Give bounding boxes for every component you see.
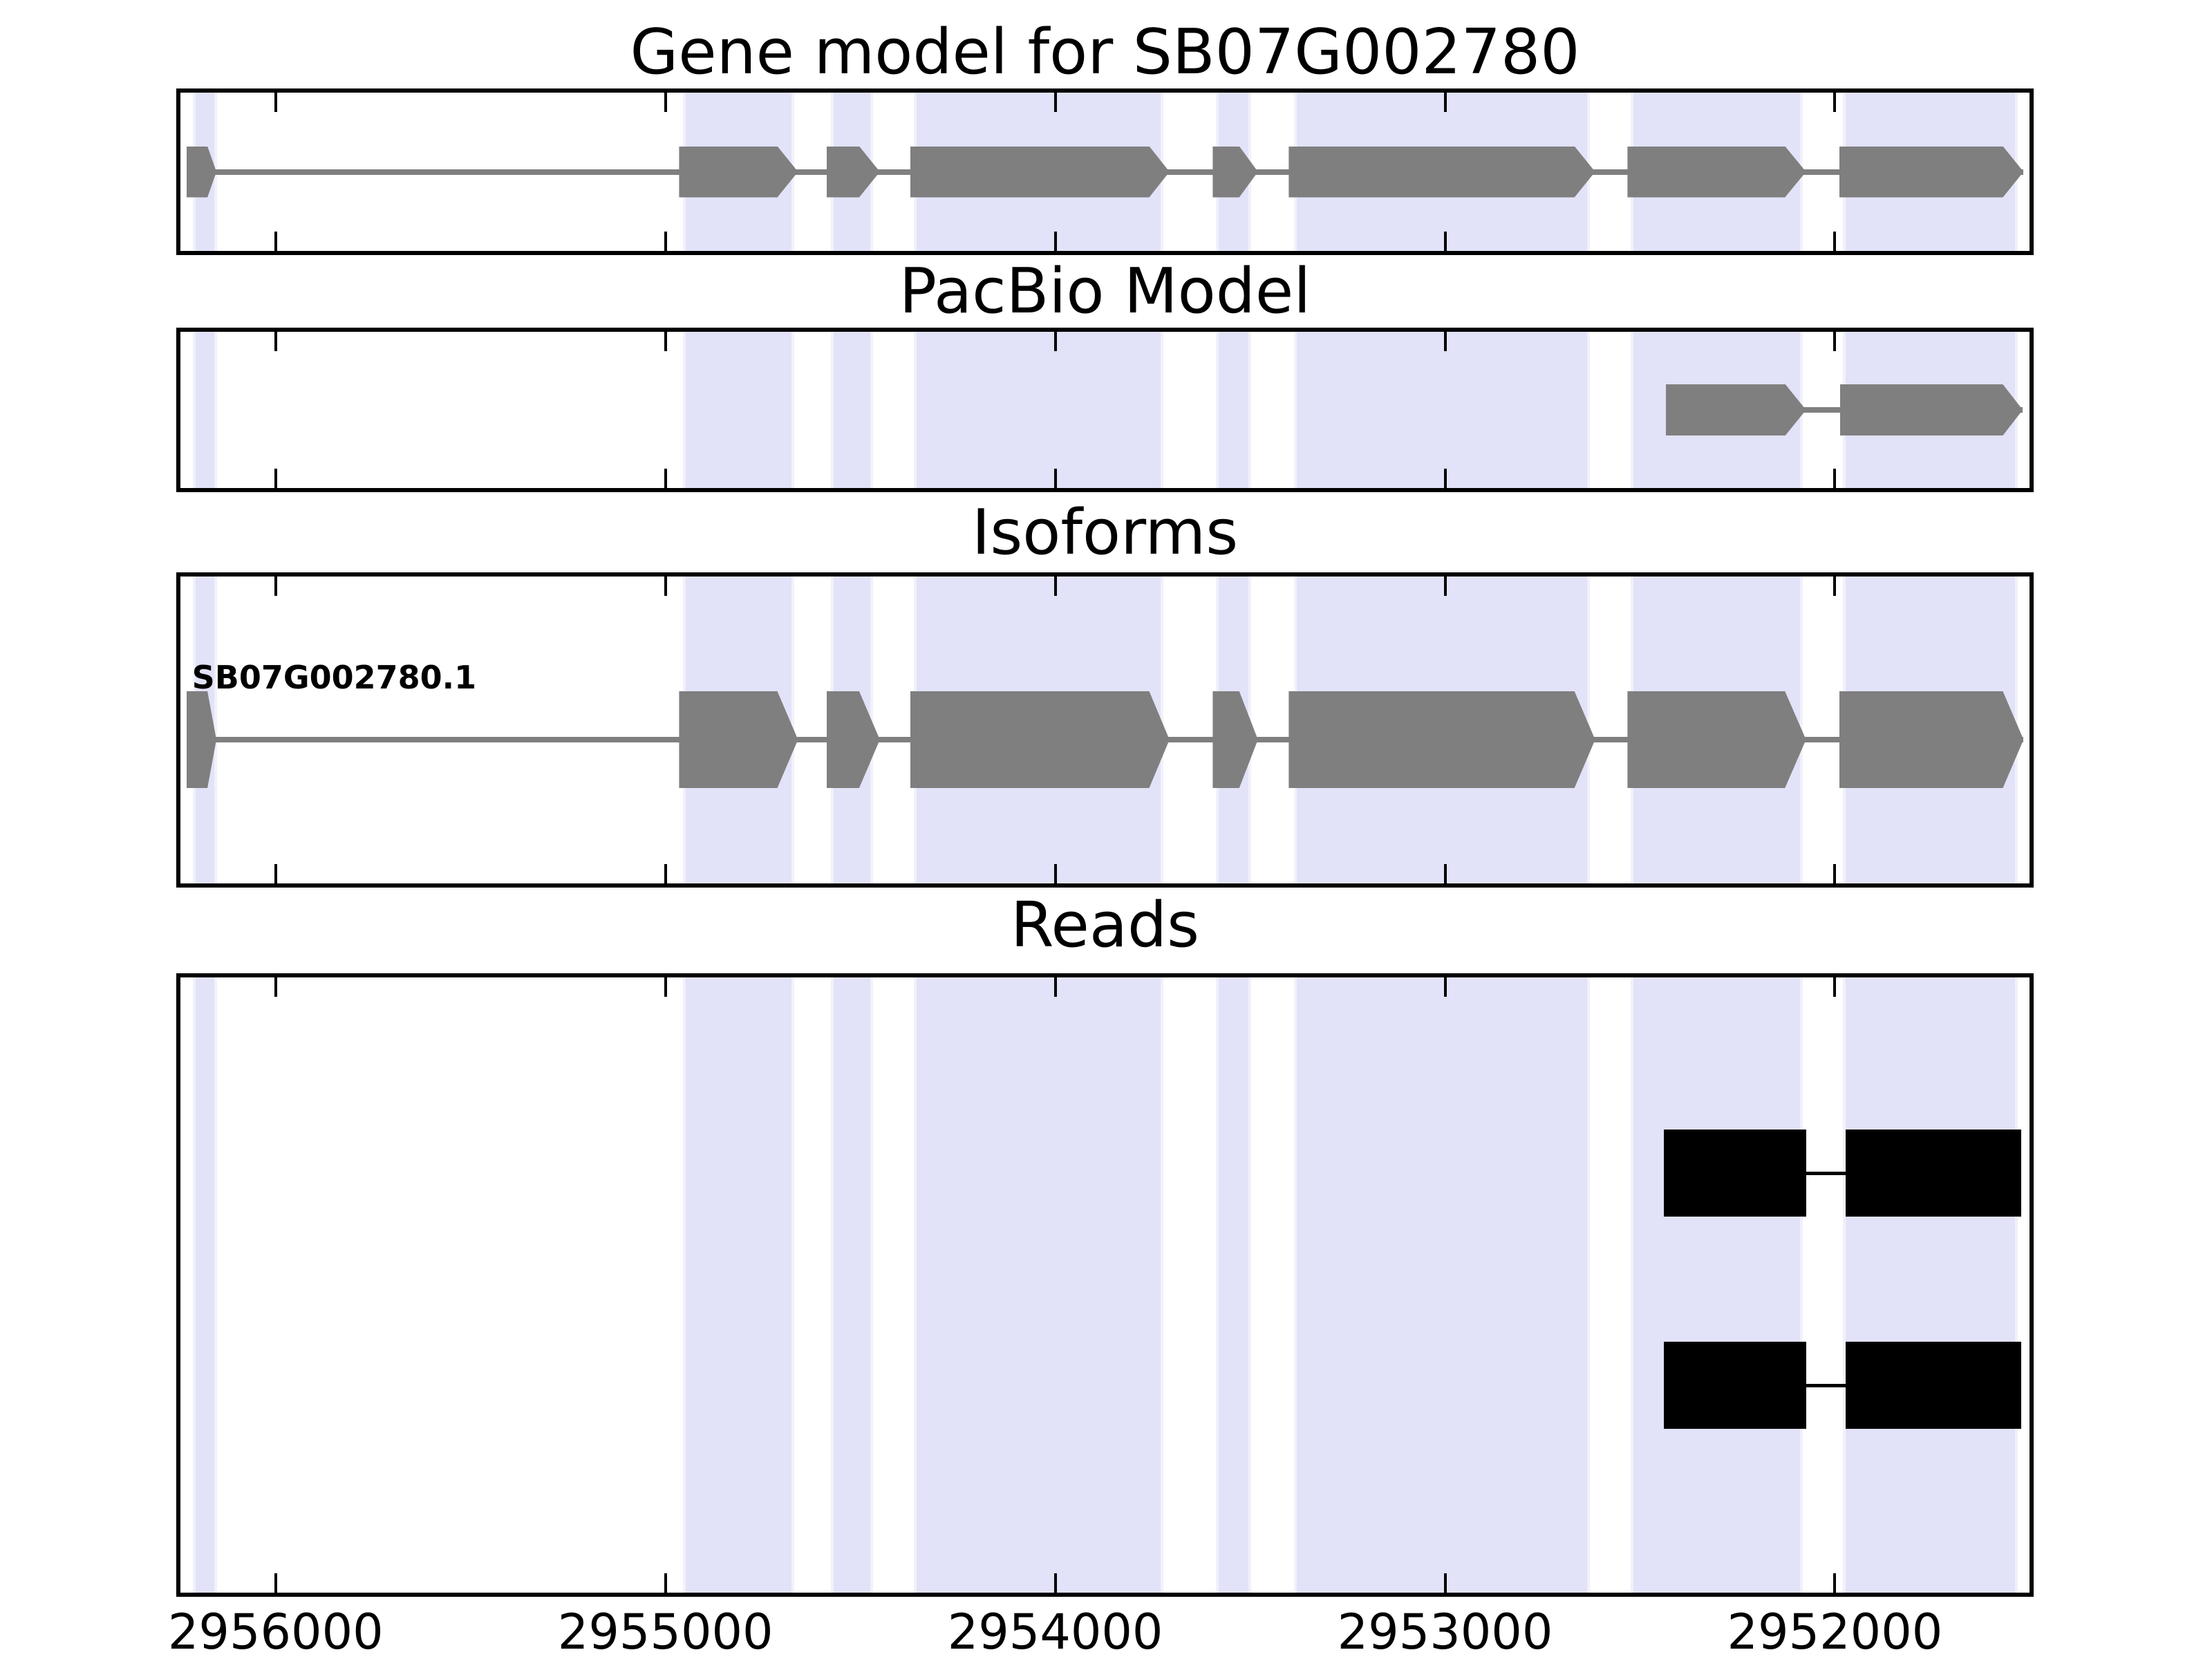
highlight-band <box>914 973 1163 1597</box>
highlight-band <box>1216 973 1251 1597</box>
exon-arrow <box>1627 691 1806 788</box>
highlight-band <box>1631 973 1803 1597</box>
tick-mark <box>664 577 667 596</box>
exon-arrow <box>1839 146 2024 198</box>
highlight-band <box>682 328 794 492</box>
highlight-band <box>192 973 217 1597</box>
read-segment <box>1845 1342 2021 1430</box>
x-tick-label: 2955000 <box>557 1604 774 1659</box>
tick-mark <box>274 577 277 596</box>
title-gene-model: Gene model for SB07G002780 <box>630 15 1580 88</box>
read-connector-line <box>1664 1171 2021 1175</box>
tick-mark <box>664 864 667 883</box>
tick-mark <box>274 864 277 883</box>
tick-mark <box>664 1573 667 1593</box>
tick-mark <box>1833 1573 1837 1593</box>
x-tick-label: 2953000 <box>1337 1604 1553 1659</box>
title-isoforms: Isoforms <box>971 496 1239 569</box>
tick-mark <box>1833 577 1837 596</box>
highlight-band <box>830 973 873 1597</box>
highlight-band <box>192 328 217 492</box>
tick-mark <box>1443 93 1447 112</box>
panel-border <box>176 973 2034 1597</box>
tick-mark <box>274 232 277 251</box>
read-segment <box>1845 1130 2021 1217</box>
x-tick-label: 2954000 <box>947 1604 1163 1659</box>
exon-arrow <box>1839 384 2023 435</box>
tick-mark <box>1443 577 1447 596</box>
tick-mark <box>274 93 277 112</box>
panel-border <box>176 88 2034 255</box>
tick-mark <box>1443 332 1447 351</box>
tick-mark <box>1053 93 1057 112</box>
highlight-band <box>1843 973 2018 1597</box>
read-segment <box>1664 1130 1807 1217</box>
tick-mark <box>1443 977 1447 997</box>
title-pacbio-model: PacBio Model <box>899 254 1311 328</box>
highlight-band <box>1293 973 1590 1597</box>
tick-mark <box>1053 332 1057 351</box>
isoform-transcript-label: SB07G002780.1 <box>191 659 477 696</box>
tick-mark <box>664 332 667 351</box>
exon-arrow <box>1839 691 2024 788</box>
tick-mark <box>1053 1573 1057 1593</box>
tick-mark <box>1053 577 1057 596</box>
tick-mark <box>1053 232 1057 251</box>
exon-arrow <box>1288 146 1595 198</box>
tick-mark <box>1833 977 1837 997</box>
exon-arrow <box>910 146 1170 198</box>
tick-mark <box>274 469 277 488</box>
tick-mark <box>1833 864 1837 883</box>
exon-arrow <box>1288 691 1595 788</box>
tick-mark <box>274 1573 277 1593</box>
exon-arrow <box>679 691 798 788</box>
tick-mark <box>1053 864 1057 883</box>
tick-mark <box>1833 93 1837 112</box>
tick-mark <box>1443 1573 1447 1593</box>
tick-mark <box>1443 864 1447 883</box>
tick-mark <box>274 332 277 351</box>
tick-mark <box>1443 232 1447 251</box>
exon-arrow <box>1665 384 1806 435</box>
tick-mark <box>1833 232 1837 251</box>
tick-mark <box>274 977 277 997</box>
x-tick-label: 2956000 <box>167 1604 384 1659</box>
highlight-band <box>682 973 794 1597</box>
read-connector-line <box>1664 1383 2021 1387</box>
title-reads: Reads <box>1010 888 1200 962</box>
exon-arrow <box>910 691 1170 788</box>
tick-mark <box>664 93 667 112</box>
panel-border <box>176 572 2034 888</box>
tick-mark <box>1053 469 1057 488</box>
highlight-band <box>1216 328 1251 492</box>
tick-mark <box>1053 977 1057 997</box>
exon-arrow <box>1627 146 1806 198</box>
exon-arrow <box>679 146 798 198</box>
tick-mark <box>664 232 667 251</box>
tick-mark <box>1443 469 1447 488</box>
read-segment <box>1664 1342 1807 1430</box>
tick-mark <box>1833 332 1837 351</box>
tick-mark <box>664 977 667 997</box>
panel-border <box>176 328 2034 492</box>
highlight-band <box>914 328 1163 492</box>
highlight-band <box>1293 328 1590 492</box>
tick-mark <box>1833 469 1837 488</box>
x-tick-label: 2952000 <box>1727 1604 1943 1659</box>
tick-mark <box>664 469 667 488</box>
highlight-band <box>830 328 873 492</box>
